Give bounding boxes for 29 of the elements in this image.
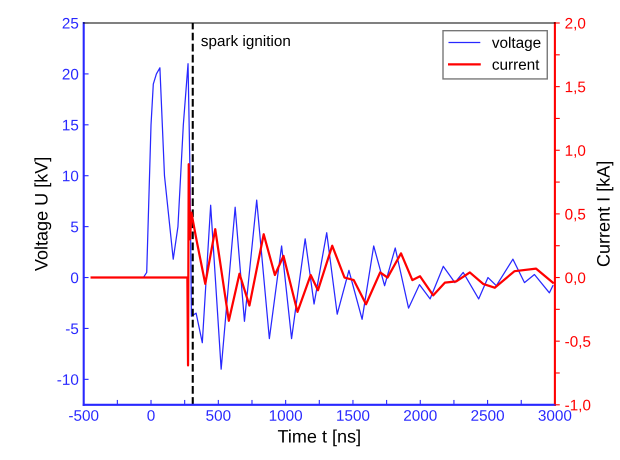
x-tick-label: 2000 — [404, 410, 437, 421]
x-axis-title: Time t [ns] — [278, 429, 360, 446]
x-tick-label: 3000 — [538, 410, 572, 421]
y-tick-label: 25 — [62, 18, 78, 29]
x-tick-label: -500 — [69, 410, 98, 421]
legend-label: current — [492, 60, 540, 70]
y2-tick-label: 0,5 — [565, 208, 586, 222]
x-tick-label: 1000 — [270, 410, 302, 421]
legend-label: voltage — [492, 36, 540, 51]
y2-tick-label: 1,5 — [566, 82, 586, 94]
x-tick-label: 0 — [147, 410, 155, 421]
x-tick-label: 2500 — [471, 410, 504, 421]
y-axis-title: Voltage U [kV] — [34, 158, 52, 272]
y-tick-label: 15 — [63, 120, 78, 130]
y2-tick-label: 2,0 — [565, 18, 586, 30]
y2-tick-label: -0,5 — [565, 336, 590, 349]
y2-axis-title: Current I [kA] — [596, 162, 614, 266]
x-tick-label: 500 — [206, 410, 230, 421]
y-tick-label: -10 — [57, 374, 78, 386]
y2-tick-label: -1,0 — [565, 400, 590, 412]
y-tick-label: 0 — [70, 272, 78, 284]
y-tick-label: 5 — [70, 222, 78, 232]
x-tick-label: 1500 — [337, 410, 370, 421]
y-tick-label: 10 — [63, 170, 78, 182]
y2-tick-label: 0,0 — [565, 272, 586, 286]
ref-line-label: spark ignition — [201, 34, 290, 50]
y2-tick-label: 1,0 — [566, 145, 586, 158]
y-tick-label: -5 — [66, 323, 78, 334]
y-tick-label: 20 — [62, 68, 78, 80]
